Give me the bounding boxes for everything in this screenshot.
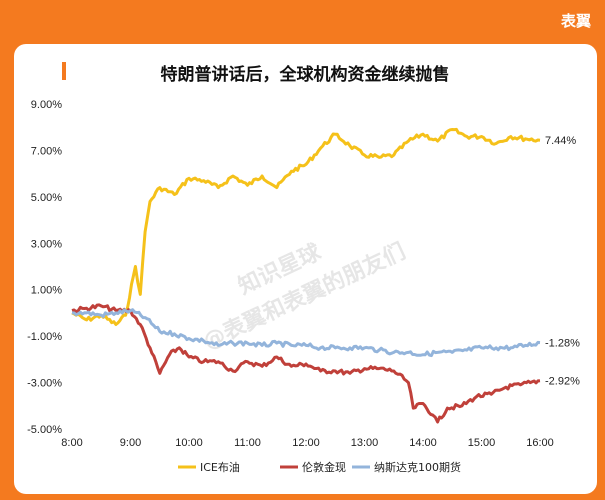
legend-label-2: 纳斯达克100期货 <box>374 460 461 474</box>
series-end-label-0: 7.44% <box>545 135 576 147</box>
y-tick-label: 3.00% <box>31 238 62 250</box>
chart-card <box>14 44 597 494</box>
y-tick-label: -3.00% <box>27 378 62 390</box>
y-tick-label: 7.00% <box>31 145 62 157</box>
y-tick-label: 9.00% <box>31 99 62 111</box>
x-tick-label: 12:00 <box>292 437 320 449</box>
series-end-label-1: -2.92% <box>545 376 580 388</box>
x-tick-label: 13:00 <box>351 437 379 449</box>
title-accent-bar <box>62 62 66 80</box>
chart-title: 特朗普讲话后，全球机构资金继续抛售 <box>160 65 450 85</box>
x-tick-label: 15:00 <box>468 437 496 449</box>
x-tick-label: 8:00 <box>61 437 82 449</box>
x-tick-label: 16:00 <box>526 437 554 449</box>
x-tick-label: 10:00 <box>175 437 203 449</box>
series-line-2 <box>71 308 541 358</box>
legend-label-1: 伦敦金现 <box>302 460 346 474</box>
brand-logo: 表翼 <box>560 12 591 30</box>
series-end-label-2: -1.28% <box>545 338 580 350</box>
y-tick-label: 1.00% <box>31 285 62 297</box>
y-tick-label: -1.00% <box>27 331 62 343</box>
series-line-1 <box>71 303 541 424</box>
y-tick-label: 5.00% <box>31 192 62 204</box>
series-line-0 <box>71 127 541 326</box>
x-tick-label: 14:00 <box>409 437 437 449</box>
y-tick-label: -5.00% <box>27 424 62 436</box>
x-tick-label: 11:00 <box>234 437 261 449</box>
legend-label-0: ICE布油 <box>200 460 240 474</box>
x-tick-label: 9:00 <box>120 437 141 449</box>
